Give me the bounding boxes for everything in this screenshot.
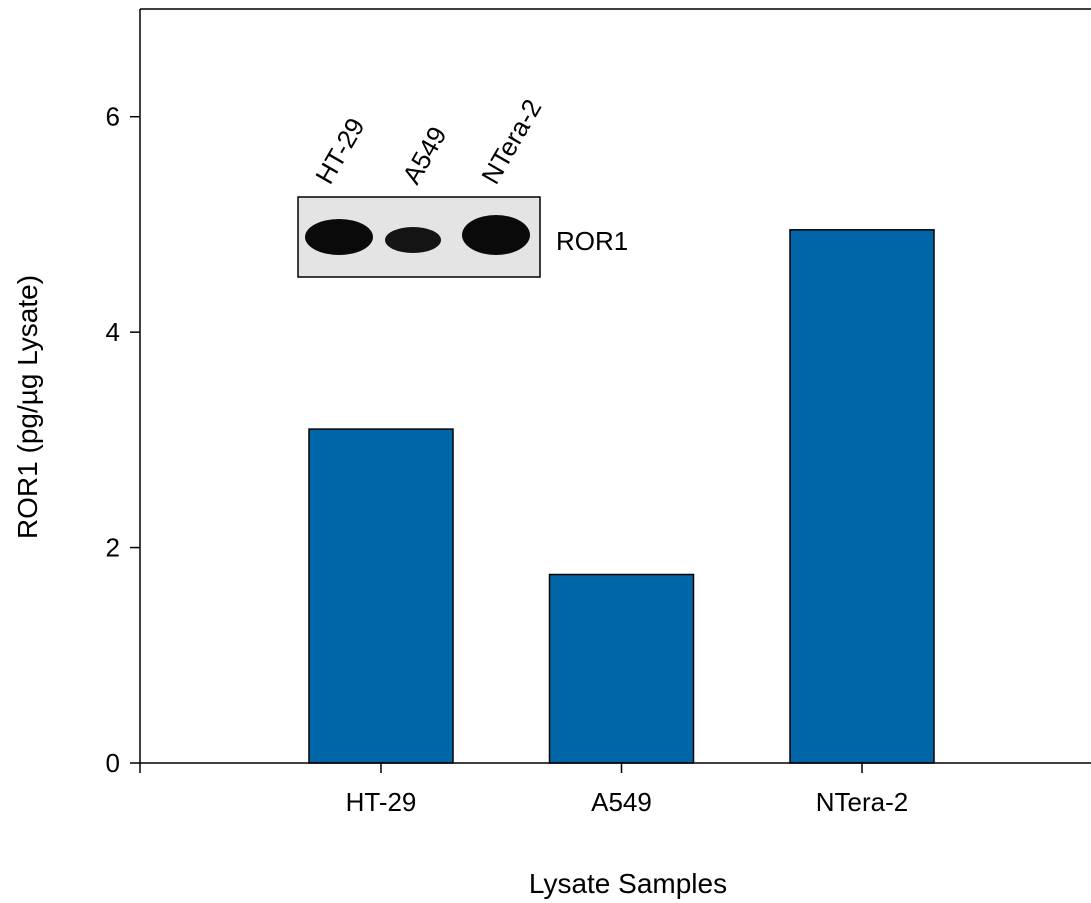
x-axis-title: Lysate Samples	[529, 868, 727, 899]
x-tick-label: A549	[591, 787, 652, 817]
blot-band-ntera2	[462, 215, 530, 255]
bars-group	[308, 229, 935, 764]
y-tick-label: 4	[106, 317, 120, 347]
y-axis-title: ROR1 (pg/µg Lysate)	[12, 275, 43, 539]
blot-lane-label-3: NTera-2	[475, 94, 547, 189]
blot-lane-label-2: A549	[396, 121, 452, 189]
bar	[548, 573, 695, 764]
blot-lane-label-1: HT-29	[309, 113, 370, 189]
y-tick-label: 2	[106, 533, 120, 563]
blot-band-ht29	[305, 219, 373, 255]
western-blot-inset: ROR1 HT-29 A549 NTera-2	[297, 94, 628, 278]
blot-band-label: ROR1	[556, 226, 628, 256]
y-tick-label: 0	[106, 748, 120, 778]
blot-band-a549	[385, 227, 441, 253]
axes-group: 0 2 4 6 HT-29 A549 NTera-2	[106, 8, 1091, 817]
x-tick-label: HT-29	[346, 787, 417, 817]
bar	[308, 428, 454, 764]
y-tick-label: 6	[106, 102, 120, 132]
bar	[789, 229, 935, 764]
x-tick-label: NTera-2	[816, 787, 908, 817]
